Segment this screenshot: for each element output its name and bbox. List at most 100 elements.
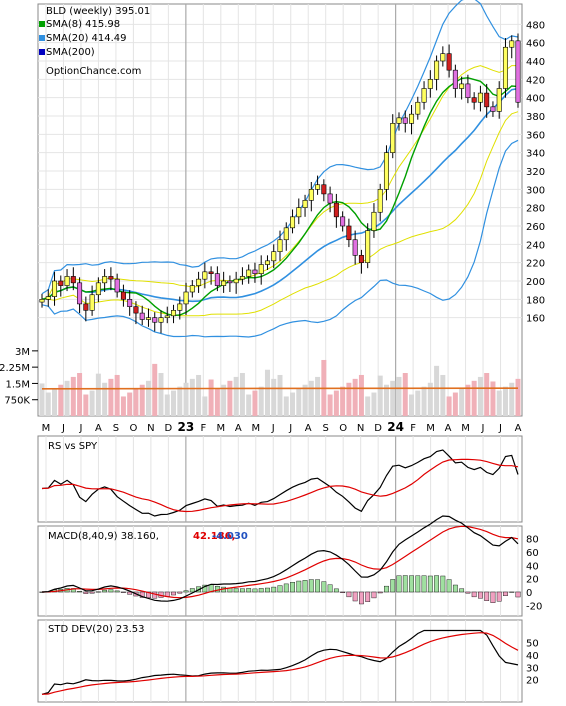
macd-histogram-bar: [509, 591, 515, 593]
candle-body: [171, 310, 177, 317]
month-label: S: [323, 423, 329, 434]
candle-body: [258, 264, 264, 274]
volume-bar: [271, 378, 277, 416]
candle-body: [64, 276, 70, 286]
macd-histogram-bar: [152, 591, 158, 599]
volume-bar: [496, 390, 502, 416]
macd-histogram-bar: [139, 591, 145, 598]
candle-body: [440, 53, 446, 62]
macd-histogram-bar: [189, 588, 195, 593]
macd-histogram-bar: [421, 575, 427, 593]
volume-bar: [246, 394, 252, 416]
volume-bar: [421, 386, 427, 416]
macd-histogram-bar: [390, 579, 396, 593]
volume-bar: [145, 380, 151, 416]
month-label: N: [147, 423, 154, 434]
candle-body: [383, 152, 389, 190]
rs-average-line: [41, 458, 519, 513]
yellow-envelope-upper: [41, 65, 518, 300]
macd-label: MACD(8,40,9) 38.160,: [48, 531, 159, 542]
volume-bar: [446, 396, 452, 416]
volume-bar: [490, 381, 496, 416]
macd-histogram-bar: [265, 587, 270, 593]
volume-bar: [171, 390, 177, 416]
macd-histogram-bar: [434, 575, 439, 593]
std-tick-label: 40: [526, 651, 539, 662]
candle-body: [327, 193, 333, 204]
volume-bar: [264, 369, 270, 416]
candle-body: [471, 97, 477, 103]
macd-tick-label: 40: [526, 561, 539, 572]
volume-bar: [427, 382, 433, 416]
volume-bar: [358, 374, 364, 416]
volume-bar: [221, 384, 227, 416]
std-dev-line: [41, 629, 519, 695]
candle-body: [277, 239, 283, 252]
candle-body: [95, 282, 101, 296]
volume-bar: [415, 390, 421, 416]
candle-body: [477, 92, 483, 103]
macd-histogram-bar: [315, 579, 320, 593]
candle-body: [152, 317, 158, 323]
indicator-series: [39, 449, 521, 695]
volume-average-line: [41, 387, 519, 390]
volume-bar: [327, 394, 333, 416]
candle-body: [333, 202, 339, 218]
macd-histogram-bar: [271, 586, 277, 593]
macd-histogram-bar: [327, 584, 333, 593]
macd-histogram-bar: [340, 591, 346, 593]
macd-histogram-bar: [365, 591, 371, 602]
footer-brand: OptionChance.com: [46, 66, 141, 77]
volume-bar: [233, 376, 239, 416]
candle-body: [164, 315, 170, 318]
candle-body: [52, 280, 58, 297]
macd-histogram-bar: [409, 575, 414, 593]
macd-histogram-bar: [465, 591, 471, 594]
macd-histogram-bar: [321, 581, 327, 593]
macd-histogram-bar: [308, 579, 314, 593]
price-tick-label: 220: [526, 259, 545, 270]
candle-body: [196, 278, 202, 286]
month-label: F: [410, 423, 416, 434]
volume-bar: [296, 388, 302, 416]
candle-body: [83, 303, 89, 311]
macd-histogram-bar: [296, 580, 302, 593]
lower-bollinger-band: [41, 139, 519, 338]
macd-histogram-bar: [346, 591, 352, 598]
month-label: M: [216, 423, 225, 434]
candle-body: [271, 251, 277, 262]
macd-tick-label: -20: [526, 601, 542, 612]
sma20-line: [41, 87, 519, 303]
macd-histogram-bar: [102, 589, 108, 593]
candle-body: [465, 83, 471, 98]
candle-body: [358, 255, 364, 263]
candle-body: [39, 299, 45, 303]
macd-histogram-bar: [89, 591, 95, 594]
std-label: STD DEV(20) 23.53: [48, 624, 145, 635]
candle-body: [77, 282, 83, 305]
yellow-envelope-lower: [42, 111, 519, 317]
macd-histogram-bar: [478, 591, 483, 599]
month-label: M: [461, 423, 470, 434]
candle-body: [427, 79, 433, 89]
month-label: A: [235, 423, 242, 434]
month-label: M: [251, 423, 260, 434]
price-tick-label: 160: [526, 314, 545, 325]
std-panel: [37, 619, 523, 703]
macd-histogram-bar: [252, 588, 258, 593]
axis-labels: 4804604404204003803603403203002802602402…: [0, 20, 545, 686]
candle-body: [264, 260, 270, 265]
rs-line: [41, 449, 519, 517]
month-label: J: [78, 423, 82, 434]
candle-body: [70, 276, 76, 284]
candle-body: [208, 271, 214, 274]
sma8-legend-label: SMA(8) 415.98: [46, 19, 120, 30]
year-label: 24: [387, 420, 404, 434]
volume-bar: [333, 390, 339, 416]
volume-bar: [308, 380, 314, 416]
price-tick-label: 360: [526, 130, 545, 141]
candle-body: [114, 278, 120, 293]
volume-bar: [390, 380, 396, 416]
candle-body: [409, 113, 415, 124]
volume-bar: [52, 388, 58, 416]
